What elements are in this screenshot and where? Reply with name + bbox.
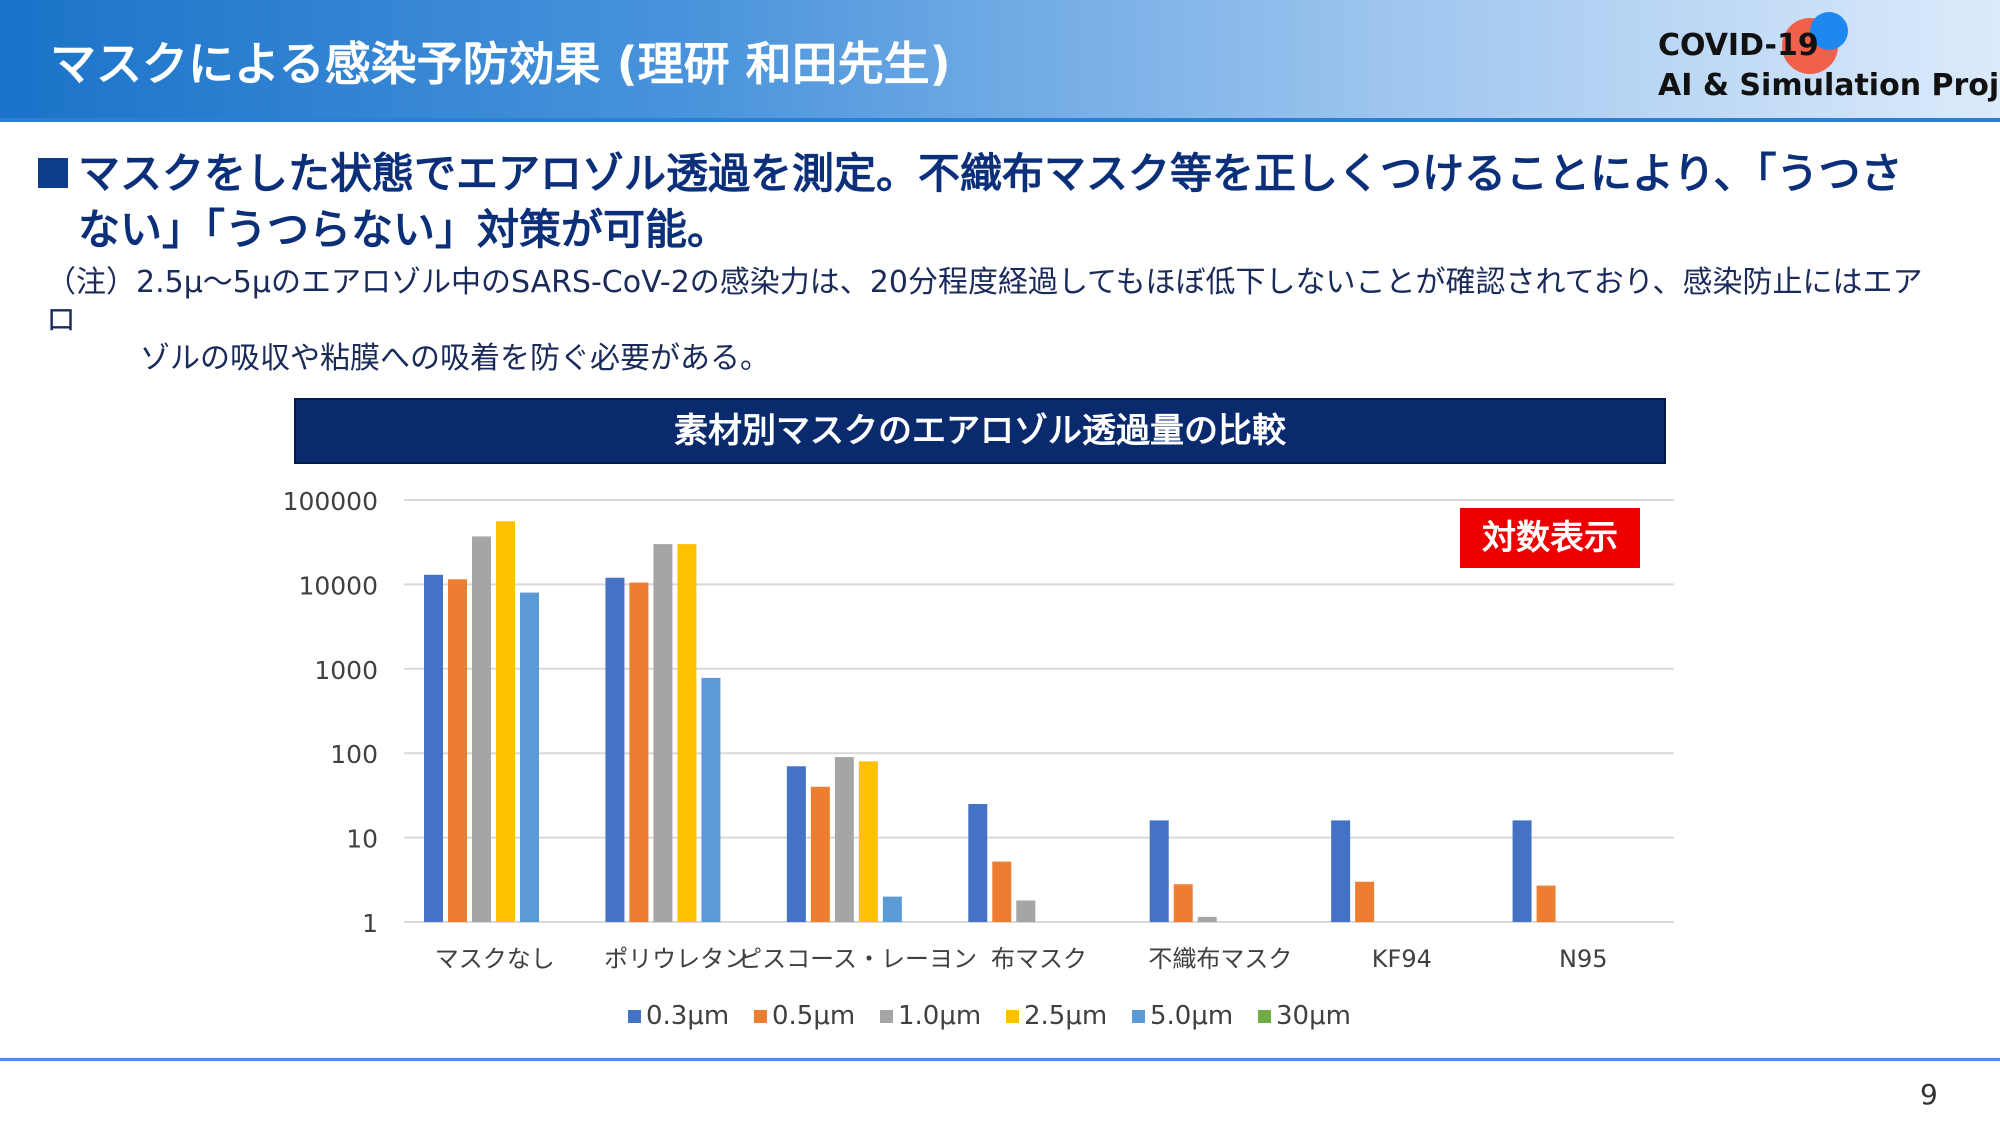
x-tick-label: KF94	[1372, 945, 1432, 973]
x-tick-label: 布マスク	[991, 945, 1087, 973]
bar-1.0μm	[1016, 900, 1036, 922]
bar-0.3μm	[968, 804, 988, 922]
legend-swatch-5.0μm	[1132, 1010, 1145, 1023]
bar-0.3μm	[605, 577, 625, 922]
bar-1.0μm	[834, 757, 854, 922]
bar-2.5μm	[858, 761, 878, 922]
y-tick-label: 100	[330, 740, 378, 769]
logo-blue-circle-icon	[1810, 12, 1848, 50]
x-tick-label: N95	[1559, 945, 1608, 973]
legend-swatch-0.5μm	[754, 1010, 767, 1023]
header-divider	[0, 118, 2000, 122]
headline: マスクをした状態でエアロゾル透過を測定。不織布マスク等を正しくつけることにより、…	[78, 149, 1903, 254]
log-scale-badge: 対数表示	[1460, 508, 1640, 568]
note: （注）2.5μ～5μのエアロゾル中のSARS-CoV-2の感染力は、20分程度経…	[46, 264, 1946, 378]
legend-swatch-0.3μm	[628, 1010, 641, 1023]
project-line2: AI & Simulation Project	[1658, 68, 2000, 103]
legend-swatch-2.5μm	[1006, 1010, 1019, 1023]
bar-0.3μm	[1512, 820, 1532, 922]
bar-0.5μm	[629, 582, 649, 922]
bar-0.5μm	[810, 786, 830, 922]
bar-0.5μm	[1536, 885, 1556, 922]
footer-divider	[0, 1058, 2000, 1061]
legend-label: 30μm	[1276, 1001, 1351, 1031]
bar-5.0μm	[701, 677, 721, 922]
x-tick-label: ポリウレタン	[604, 945, 748, 973]
bar-5.0μm	[882, 896, 902, 922]
y-tick-label: 10000	[298, 571, 378, 600]
note-line2: ゾルの吸収や粘膜への吸着を防ぐ必要がある。	[140, 341, 770, 376]
bar-0.5μm	[1355, 881, 1375, 922]
bar-1.0μm	[653, 544, 673, 922]
bar-2.5μm	[677, 544, 697, 922]
bar-0.5μm	[1173, 884, 1193, 922]
legend-label: 2.5μm	[1024, 1001, 1107, 1031]
project-line1: COVID-19	[1658, 28, 1819, 63]
project-label: COVID-19 AI & Simulation Project	[1658, 26, 2000, 106]
header-bar	[0, 0, 2000, 118]
bar-0.3μm	[424, 574, 443, 922]
chart-title: 素材別マスクのエアロゾル透過量の比較	[294, 398, 1666, 464]
x-tick-label: マスクなし	[435, 945, 555, 973]
x-tick-label: ピスコース・レーヨン	[738, 945, 977, 973]
y-tick-label: 1000	[314, 656, 378, 685]
y-tick-label: 1	[362, 909, 378, 938]
legend-swatch-1.0μm	[880, 1010, 893, 1023]
legend-swatch-30μm	[1258, 1010, 1271, 1023]
legend-label: 0.3μm	[646, 1001, 729, 1031]
y-tick-label: 10	[346, 825, 378, 854]
bar-0.5μm	[448, 579, 467, 922]
bar-0.3μm	[786, 766, 806, 922]
bar-0.5μm	[992, 861, 1012, 922]
bar-5.0μm	[520, 592, 539, 922]
legend-label: 5.0μm	[1150, 1001, 1233, 1031]
page-number: 9	[1920, 1078, 1938, 1111]
bullet-square-icon	[38, 158, 68, 188]
y-tick-label: 100000	[283, 487, 378, 516]
bar-1.0μm	[472, 536, 491, 922]
x-tick-label: 不織布マスク	[1148, 945, 1292, 973]
bar-0.3μm	[1331, 820, 1351, 922]
note-line1: （注）2.5μ～5μのエアロゾル中のSARS-CoV-2の感染力は、20分程度経…	[46, 265, 1923, 338]
legend-label: 0.5μm	[772, 1001, 855, 1031]
page-title: マスクによる感染予防効果 (理研 和田先生)	[50, 37, 951, 91]
bar-0.3μm	[1149, 820, 1169, 922]
legend-label: 1.0μm	[898, 1001, 981, 1031]
bar-2.5μm	[496, 521, 515, 922]
bar-1.0μm	[1197, 916, 1217, 922]
